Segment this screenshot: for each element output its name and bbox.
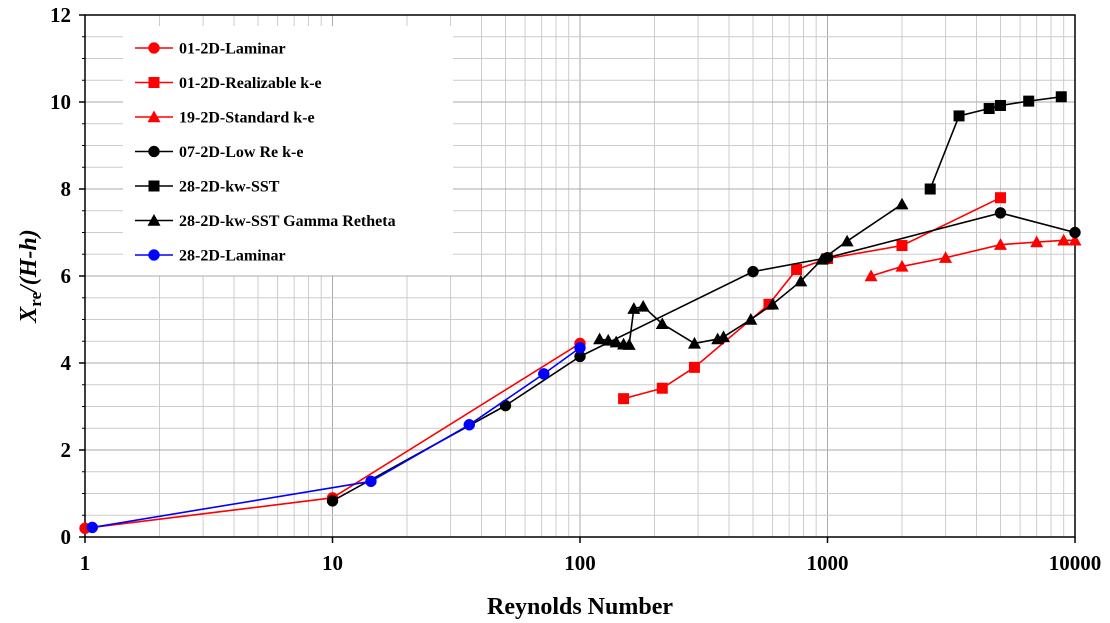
x-tick-label: 1 — [80, 551, 91, 575]
x-tick-label: 100 — [564, 551, 596, 575]
y-tick-label: 8 — [61, 177, 72, 201]
data-point — [1069, 226, 1081, 239]
x-tick-label: 10 — [322, 551, 343, 575]
y-tick-label: 4 — [61, 351, 72, 375]
data-point — [1055, 91, 1067, 103]
x-tick-label: 1000 — [807, 551, 849, 575]
legend-label: 07-2D-Low Re k-e — [179, 144, 303, 161]
data-point — [895, 259, 909, 272]
data-point — [791, 263, 803, 275]
y-tick-label: 6 — [61, 264, 72, 288]
legend-background — [123, 26, 453, 276]
data-point — [687, 336, 701, 349]
y-tick-label: 12 — [50, 3, 71, 27]
data-point — [1023, 95, 1035, 107]
data-point — [815, 252, 829, 265]
data-point — [994, 192, 1006, 204]
data-point — [939, 251, 953, 263]
legend-label: 01-2D-Realizable k-e — [179, 75, 322, 92]
legend-item: 28-2D-kw-SST Gamma Retheta — [135, 213, 396, 230]
data-point — [1068, 233, 1082, 246]
y-axis-title-subscript: re — [26, 291, 45, 306]
data-point — [864, 269, 878, 282]
data-point — [953, 110, 965, 122]
legend-swatch-marker — [147, 110, 161, 123]
data-point — [574, 342, 586, 354]
data-point — [994, 207, 1007, 219]
data-point — [618, 393, 630, 405]
legend-swatch-marker — [148, 249, 160, 261]
legend-swatch-marker — [147, 214, 161, 226]
legend-item: 28-2D-kw-SST — [135, 179, 280, 196]
data-point — [840, 234, 854, 247]
series-5 — [924, 91, 1067, 195]
legend-swatch-marker — [148, 77, 160, 88]
data-point — [609, 335, 623, 348]
data-point — [895, 197, 909, 210]
data-point — [326, 495, 339, 507]
data-point — [794, 274, 808, 287]
data-point — [993, 238, 1007, 250]
data-point — [747, 265, 759, 278]
y-tick-label: 10 — [50, 90, 71, 114]
y-axis-title: Xre/(H-h) — [16, 229, 45, 323]
legend-label: 28-2D-Laminar — [179, 248, 286, 265]
legend-label: 01-2D-Laminar — [179, 41, 286, 58]
legend-swatch-marker — [148, 180, 160, 192]
legend-item: 28-2D-Laminar — [135, 248, 286, 265]
legend-item: 01-2D-Laminar — [135, 41, 286, 58]
legend-item: 01-2D-Realizable k-e — [135, 75, 322, 92]
axes: 0 2 4 6 8 10 12 1 10 100 1000 10000 — [50, 3, 1101, 575]
data-point — [538, 368, 550, 380]
data-point — [766, 297, 780, 310]
data-point — [365, 475, 377, 488]
y-axis-title-main: X — [16, 306, 42, 324]
legend-item: 07-2D-Low Re k-e — [135, 144, 303, 161]
series-layer — [79, 91, 1082, 535]
data-point — [716, 330, 730, 343]
data-point — [655, 317, 669, 330]
data-point — [924, 183, 936, 195]
legend-label: 28-2D-kw-SST — [179, 179, 280, 196]
data-point — [86, 521, 99, 534]
y-tick-label: 2 — [61, 438, 72, 462]
legend-item: 19-2D-Standard k-e — [135, 110, 315, 127]
data-point — [1030, 235, 1044, 248]
x-tick-label: 10000 — [1049, 551, 1102, 575]
data-point — [994, 99, 1006, 111]
data-point — [463, 419, 476, 431]
data-point — [627, 302, 641, 314]
data-point — [744, 313, 758, 325]
data-point — [593, 332, 607, 345]
data-point — [688, 361, 700, 373]
y-axis-title-rest: /(H-h) — [16, 229, 42, 294]
data-point — [636, 299, 650, 312]
data-point — [896, 240, 908, 252]
series-4 — [326, 207, 1081, 507]
legend-label: 28-2D-kw-SST Gamma Retheta — [179, 213, 396, 230]
data-point — [622, 338, 636, 350]
y-tick-label: 0 — [61, 525, 72, 549]
series-7 — [86, 342, 586, 534]
data-point — [983, 103, 995, 115]
data-point — [601, 333, 615, 346]
x-axis-title: Reynolds Number — [487, 594, 673, 620]
legend-swatch-marker — [148, 145, 160, 158]
legend-swatch-marker — [148, 42, 160, 54]
legend: 01-2D-Laminar 01-2D-Realizable k-e 19-2D-S… — [123, 26, 453, 276]
legend-label: 19-2D-Standard k-e — [179, 110, 315, 127]
series-6 — [593, 197, 909, 350]
data-point — [656, 382, 668, 394]
series-3 — [864, 233, 1082, 282]
data-point — [763, 298, 775, 310]
data-point — [1057, 233, 1071, 246]
